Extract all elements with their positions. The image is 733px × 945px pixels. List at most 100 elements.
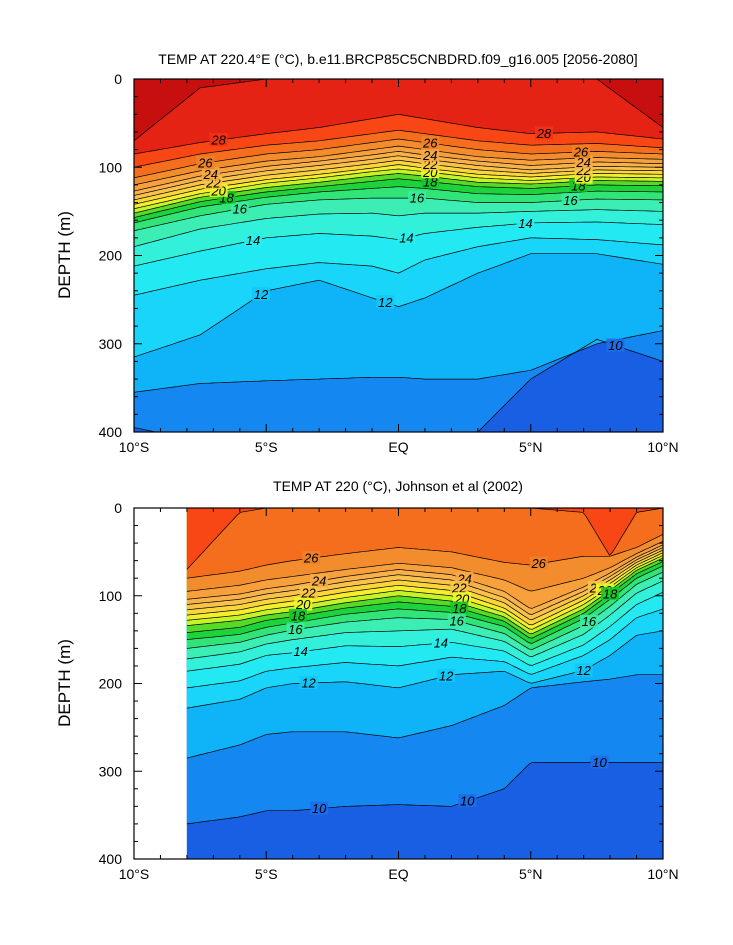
isotherm-line-13: [134, 237, 663, 296]
contour-label-text: 14: [293, 644, 307, 659]
contour-label: 20: [294, 597, 313, 612]
x-tick-label: 5°N: [519, 866, 543, 882]
contour-label-text: 10: [608, 338, 623, 353]
isotherm-line-21: [186, 552, 663, 626]
chart-title: TEMP AT 220.4°E (°C), b.e11.BRCP85C5CNBD…: [158, 51, 637, 67]
contour-label-text: 26: [530, 556, 546, 571]
contour-label-text: 26: [197, 155, 213, 170]
contour-label-text: 16: [563, 193, 578, 208]
contour-label: 14: [291, 644, 310, 659]
contour-label: 16: [286, 622, 305, 637]
contour-label-text: 24: [202, 167, 217, 182]
contour-label-text: 12: [254, 287, 269, 302]
contour-label-text: 24: [311, 573, 326, 588]
contour-label: 26: [196, 155, 215, 170]
axis-ticks: 10°S 5°S EQ 5°N 10°N 0 100 200 300 400: [99, 71, 679, 455]
contour-label-text: 14: [518, 216, 532, 231]
contour-label: 12: [299, 675, 318, 690]
contour-label-text: 18: [452, 601, 467, 616]
contour-label-text: 26: [422, 136, 438, 151]
x-tick-label: 5°N: [519, 439, 543, 455]
contour-label: 12: [376, 295, 395, 310]
isotherm-line-27: [134, 129, 663, 168]
isotherm-line-11: [186, 674, 663, 759]
contour-label: 16: [579, 614, 598, 629]
contour-label-text: 26: [303, 551, 319, 566]
contour-label: 10: [310, 801, 329, 816]
contour-label: 24: [201, 167, 220, 182]
contour-label-text: 12: [301, 675, 316, 690]
isotherm-line-15: [134, 209, 663, 248]
isotherm-line-25: [186, 540, 663, 592]
contour-label-text: 14: [246, 233, 260, 248]
isotherm-line-13: [186, 608, 663, 689]
x-tick-label: 5°S: [255, 439, 278, 455]
contour-label: 26: [572, 145, 591, 160]
contour-band-28: [134, 79, 663, 154]
isotherm-line-12: [134, 253, 663, 358]
contour-label: 10: [606, 338, 625, 353]
y-tick-label: 200: [99, 248, 123, 264]
isotherm-line-15: [186, 580, 663, 660]
y-tick-label: 400: [99, 424, 123, 440]
contour-label-text: 18: [291, 608, 306, 623]
contour-label: 16: [561, 193, 580, 208]
x-tick-label: 10°S: [119, 439, 150, 455]
y-axis-label: DEPTH (m): [55, 211, 74, 299]
contour-label: 28: [209, 133, 228, 148]
isotherm-line-14: [186, 591, 663, 672]
x-tick-label: 10°N: [647, 866, 678, 882]
x-tick-label: 10°S: [119, 866, 150, 882]
contour-label: 14: [397, 230, 416, 245]
contour-label: 16: [230, 201, 249, 216]
contour-label-text: 22: [451, 580, 467, 595]
contour-label-text: 24: [422, 148, 437, 163]
contour-label: 26: [302, 551, 321, 566]
contour-band-27: [186, 508, 663, 570]
chart-title: TEMP AT 220 (°C), Johnson et al (2002): [273, 478, 523, 494]
y-tick-label: 300: [99, 763, 123, 779]
contour-label-text: 12: [439, 669, 454, 684]
contour-label-text: 14: [434, 636, 448, 651]
contour-label-text: 14: [399, 230, 413, 245]
contour-label-text: 16: [410, 191, 425, 206]
contour-label-text: 16: [582, 614, 597, 629]
y-tick-label: 300: [99, 336, 123, 352]
contour-label: 18: [601, 586, 620, 601]
contour-label: 22: [450, 580, 469, 595]
y-tick-label: 100: [99, 588, 123, 604]
contour-plot-area: [134, 79, 663, 432]
contour-label: 12: [251, 287, 270, 302]
isotherm-line-22: [186, 549, 663, 621]
contour-label-text: 16: [449, 613, 464, 628]
y-axis-label: DEPTH (m): [55, 639, 74, 727]
contour-label: 18: [288, 608, 307, 623]
contour-label-text: 28: [536, 126, 552, 141]
contour-label: 14: [516, 216, 535, 231]
contour-label: 24: [574, 155, 593, 170]
y-tick-label: 200: [99, 676, 123, 692]
contour-label-text: 20: [295, 597, 311, 612]
isotherm-line-29: [134, 79, 663, 142]
y-tick-label: 0: [114, 500, 122, 516]
contour-band-29: [134, 79, 663, 141]
contour-label-text: 12: [378, 295, 393, 310]
isotherm-line-26: [186, 533, 663, 579]
y-tick-label: 400: [99, 851, 123, 867]
contour-label: 10: [590, 755, 609, 770]
contour-label-text: 10: [460, 794, 475, 809]
contour-label: 12: [574, 663, 593, 678]
contour-label-text: 22: [300, 586, 316, 601]
contour-label: 28: [534, 126, 553, 141]
x-tick-label: EQ: [388, 866, 408, 882]
axis-ticks: 10°S 5°S EQ 5°N 10°N 0 100 200 300 400: [99, 500, 679, 882]
isotherm-line-20: [186, 555, 663, 630]
x-tick-label: 5°S: [255, 866, 278, 882]
contour-label: 18: [450, 601, 469, 616]
contour-label: 16: [447, 613, 466, 628]
contour-label-text: 18: [603, 586, 618, 601]
contour-label-text: 10: [312, 801, 327, 816]
isotherm-line-19: [186, 557, 663, 635]
